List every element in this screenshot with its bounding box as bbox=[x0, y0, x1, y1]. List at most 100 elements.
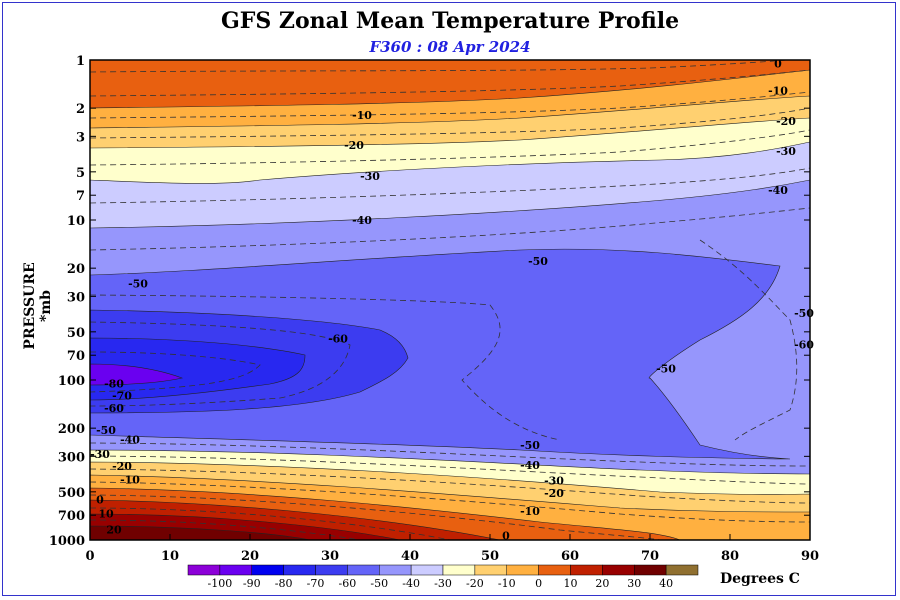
contour-label: 0 bbox=[502, 530, 510, 543]
colorbar-tick-label: -50 bbox=[370, 577, 388, 590]
contour-label: -50 bbox=[528, 255, 548, 268]
colorbar-tick-label: -30 bbox=[434, 577, 452, 590]
contour-label: -60 bbox=[104, 402, 124, 415]
x-tick-label: 60 bbox=[561, 549, 579, 564]
band-blue-70 bbox=[90, 337, 306, 401]
contour-label: -10 bbox=[120, 474, 140, 487]
contour-label: -40 bbox=[352, 214, 372, 227]
dashed-isotherm bbox=[90, 494, 661, 540]
contour-label: -30 bbox=[544, 475, 564, 488]
x-tick-label: 90 bbox=[801, 549, 819, 564]
dashed-isotherm bbox=[90, 91, 810, 119]
colorbar-swatch bbox=[634, 564, 667, 576]
dashed-isotherm bbox=[90, 321, 351, 407]
contour-label: -20 bbox=[112, 460, 132, 473]
dashed-isotherm bbox=[699, 239, 798, 441]
contour-label: 0 bbox=[774, 57, 782, 70]
colorbar-swatch bbox=[602, 564, 635, 576]
y-tick-label: 5 bbox=[76, 166, 85, 181]
y-tick-label: 100 bbox=[58, 374, 85, 389]
y-tick-label: 2 bbox=[76, 102, 85, 117]
colorbar-swatch bbox=[474, 564, 507, 576]
contour-label: -50 bbox=[520, 439, 540, 452]
colorbar-tick-label: 20 bbox=[595, 577, 609, 590]
plot-border bbox=[89, 59, 811, 541]
contour-label: -60 bbox=[328, 332, 348, 345]
contour-dash-layer bbox=[90, 60, 810, 540]
dashed-isotherm bbox=[90, 442, 810, 467]
x-tick-label: 70 bbox=[641, 549, 659, 564]
y-tick-label: 7 bbox=[76, 189, 85, 204]
contour-label-layer: 0-10-20-30-40-10-20-30-40-50-50-60-80-70… bbox=[90, 57, 814, 542]
colorbar-tick-label: -70 bbox=[307, 577, 325, 590]
contour-label: -70 bbox=[112, 390, 132, 403]
contour-label: -20 bbox=[344, 139, 364, 152]
colorbar-swatch bbox=[347, 564, 380, 576]
colorbar-swatch bbox=[379, 564, 412, 576]
x-tick-label: 30 bbox=[321, 549, 339, 564]
contour-label: -40 bbox=[768, 184, 788, 197]
contour-fill-layer bbox=[90, 60, 810, 540]
colorbar-tick-label: -10 bbox=[498, 577, 516, 590]
contour-label: -40 bbox=[120, 433, 140, 446]
colorbar-swatch bbox=[538, 564, 571, 576]
contour-label: -40 bbox=[520, 459, 540, 472]
contour-label: 0 bbox=[96, 494, 104, 507]
contour-label: 20 bbox=[106, 524, 122, 537]
colorbar-tick-label: 0 bbox=[535, 577, 542, 590]
contour-label: -10 bbox=[352, 109, 372, 122]
colorbar-swatch bbox=[665, 564, 699, 576]
colorbar-swatch bbox=[506, 564, 539, 576]
colorbar-tick-label: -90 bbox=[243, 577, 261, 590]
y-tick-label: 200 bbox=[58, 422, 85, 437]
colorbar-units-label: Degrees C bbox=[720, 571, 800, 587]
contour-label: -80 bbox=[104, 377, 124, 390]
colorbar-swatch bbox=[283, 564, 316, 576]
contour-label: -20 bbox=[776, 115, 796, 128]
colorbar-tick-label: 40 bbox=[659, 577, 673, 590]
dashed-isotherm bbox=[90, 481, 810, 523]
y-tick-label: 300 bbox=[58, 450, 85, 465]
contour-label: -30 bbox=[776, 145, 796, 158]
dashed-isotherm bbox=[90, 294, 561, 441]
y-tick-label: 70 bbox=[67, 349, 85, 364]
contour-label: -60 bbox=[794, 339, 814, 352]
dashed-isotherm bbox=[90, 69, 810, 97]
contour-label: -10 bbox=[768, 84, 788, 97]
contour-label: -30 bbox=[360, 170, 380, 183]
x-tick-label: 0 bbox=[85, 549, 94, 564]
colorbar-tick-label: 10 bbox=[564, 577, 578, 590]
dashed-isotherm bbox=[90, 60, 793, 73]
y-tick-label: 1 bbox=[76, 54, 85, 69]
contour-label: -30 bbox=[90, 448, 110, 461]
contour-label: -20 bbox=[544, 487, 564, 500]
colorbar: -100 -90 -80 -70 -60 -50 -40 -30 -20 -10 0 10 20 30 40 bbox=[187, 564, 699, 590]
contour-label: -50 bbox=[96, 424, 116, 437]
contour-label: -50 bbox=[794, 307, 814, 320]
colorbar-swatch bbox=[315, 564, 348, 576]
y-tick-label: 500 bbox=[58, 486, 85, 501]
y-tick-label: 30 bbox=[67, 290, 85, 305]
colorbar-tick-label: -100 bbox=[208, 577, 233, 590]
contour-label: -50 bbox=[128, 278, 148, 291]
colorbar-swatch bbox=[442, 564, 476, 576]
contour-label: -50 bbox=[656, 363, 676, 376]
colorbar-swatch bbox=[219, 564, 252, 576]
colorbar-tick-label: 30 bbox=[627, 577, 641, 590]
contour-label: 10 bbox=[98, 508, 114, 521]
dashed-isotherm bbox=[90, 455, 810, 485]
y-tick-label: 3 bbox=[76, 130, 85, 145]
dashed-isotherm bbox=[90, 107, 810, 139]
x-tick-label: 50 bbox=[481, 549, 499, 564]
x-tick-label: 80 bbox=[721, 549, 739, 564]
dashed-isotherm bbox=[90, 507, 451, 540]
colorbar-tick-label: -60 bbox=[339, 577, 357, 590]
colorbar-tick-label: -20 bbox=[466, 577, 484, 590]
band-violet-80 bbox=[90, 363, 184, 386]
dashed-isotherm bbox=[90, 351, 261, 393]
dashed-isotherm bbox=[90, 468, 810, 504]
dashed-isotherm bbox=[90, 167, 810, 204]
y-tick-label: 20 bbox=[67, 262, 85, 277]
chart-subtitle: F360 : 08 Apr 2024 bbox=[369, 38, 531, 56]
